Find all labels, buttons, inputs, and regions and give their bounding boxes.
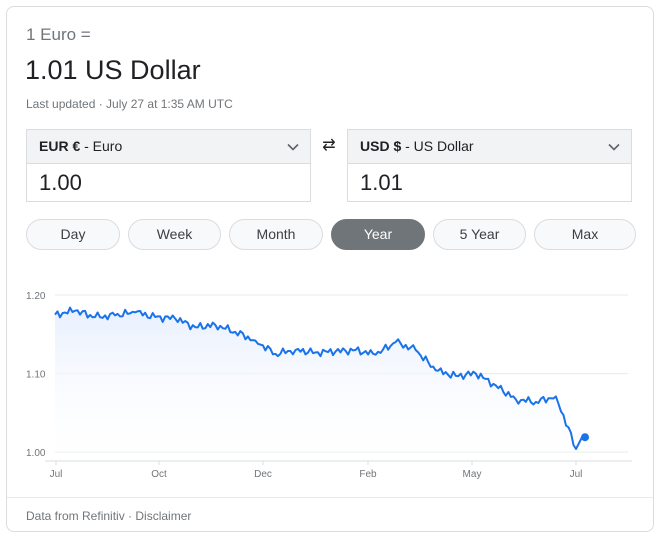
range-button-year[interactable]: Year — [331, 219, 425, 250]
chevron-down-icon — [287, 143, 299, 151]
from-amount-line: 1 Euro = — [26, 25, 91, 44]
y-tick-label: 1.20 — [26, 291, 46, 302]
range-button-day[interactable]: Day — [26, 219, 120, 250]
x-tick-label: May — [463, 469, 482, 480]
to-amount-input[interactable]: 1.01 — [360, 170, 403, 195]
range-button-week[interactable]: Week — [128, 219, 221, 250]
to-currency-select[interactable]: USD $ - US Dollar — [348, 130, 631, 164]
chevron-down-icon — [608, 143, 620, 151]
x-tick-label: Jul — [570, 469, 583, 480]
chart-end-point — [580, 433, 589, 442]
last-updated-text: Last updated · July 27 at 1:35 AM UTC — [26, 97, 233, 111]
y-tick-label: 1.10 — [26, 370, 46, 381]
x-tick-label: Oct — [151, 469, 167, 480]
to-currency-name: - US Dollar — [401, 138, 474, 154]
from-currency-box: EUR € - Euro 1.00 — [26, 129, 311, 202]
chart-series-line — [54, 306, 585, 450]
from-currency-code: EUR € — [39, 138, 81, 154]
from-currency-select[interactable]: EUR € - Euro — [27, 130, 310, 164]
range-button-5-year[interactable]: 5 Year — [433, 219, 526, 250]
footer-divider — [7, 497, 653, 498]
x-tick-label: Dec — [254, 469, 272, 480]
exchange-rate-chart[interactable]: 1.20 1.10 1.00 Jul Oct Dec Feb May Jul — [0, 270, 663, 485]
y-tick-label: 1.00 — [26, 448, 46, 459]
x-tick-label: Jul — [50, 469, 63, 480]
to-currency-box: USD $ - US Dollar 1.01 — [347, 129, 632, 202]
swap-icon[interactable]: ⇄ — [322, 137, 336, 154]
from-currency-name: - Euro — [80, 138, 123, 154]
to-currency-code: USD $ — [360, 138, 402, 154]
conversion-result: 1.01 US Dollar — [25, 55, 201, 85]
range-button-max[interactable]: Max — [534, 219, 636, 250]
data-source-text[interactable]: Data from Refinitiv · Disclaimer — [26, 509, 192, 523]
chart-area-fill — [55, 307, 585, 460]
range-button-month[interactable]: Month — [229, 219, 323, 250]
x-tick-label: Feb — [359, 469, 377, 480]
from-amount-input[interactable]: 1.00 — [39, 170, 82, 195]
